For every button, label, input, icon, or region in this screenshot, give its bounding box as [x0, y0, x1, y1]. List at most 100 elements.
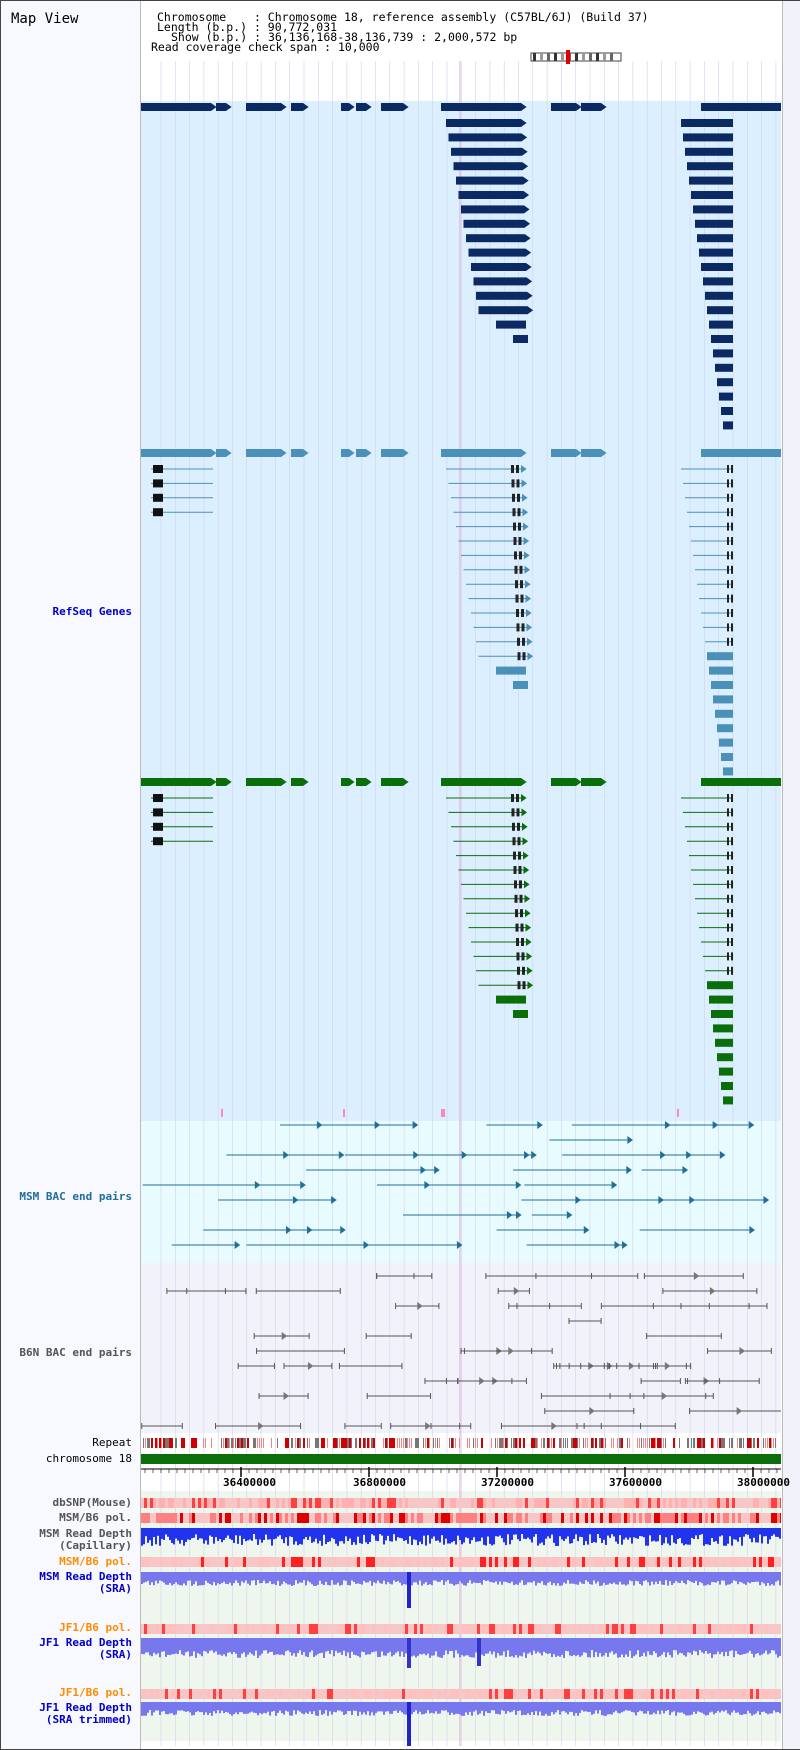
jf1-depth-trimmed-bar — [523, 1702, 525, 1715]
jf1-depth-trimmed-bar — [761, 1702, 763, 1713]
msm-depth-sra-bar — [373, 1572, 375, 1583]
dbsnp-heat — [216, 1498, 219, 1508]
msm-depth-sra-bar — [735, 1572, 737, 1582]
refseq-green-gene-exon — [727, 909, 729, 918]
msm-depth-capillary-bar — [427, 1528, 429, 1536]
jf1-depth-trimmed-bar — [347, 1702, 349, 1711]
msm-b6-pol-heat — [537, 1513, 540, 1523]
jf1-depth-trimmed-bar — [405, 1702, 407, 1715]
msm-depth-capillary-bar — [185, 1528, 187, 1542]
refseq-dark-gene — [723, 421, 733, 430]
jf1-depth-sra-bar — [267, 1638, 269, 1654]
refseq-dark-gene — [689, 176, 733, 185]
msm-b6-pol-heat — [306, 1513, 309, 1523]
jf1-b6-pol-label[interactable]: JF1/B6 pol. — [59, 1621, 132, 1634]
repeat-mark — [159, 1438, 161, 1448]
dbsnp-heat — [246, 1498, 249, 1508]
jf1-depth-sra-bar — [657, 1638, 659, 1658]
msm-b6-pol-2-heat — [750, 1557, 753, 1567]
genome-track-panel[interactable] — [141, 1, 781, 1749]
jf1-depth-sra-label[interactable]: JF1 Read Depth (SRA) — [39, 1636, 132, 1661]
msm-depth-capillary-bar — [399, 1528, 401, 1538]
dbsnp-heat — [153, 1498, 156, 1508]
msm-depth-capillary-bar — [691, 1528, 693, 1538]
msm-depth-capillary-bar — [743, 1528, 745, 1537]
jf1-depth-sra-peak — [477, 1638, 481, 1666]
jf1-b6-pol-heat — [213, 1624, 216, 1634]
msm-depth-sra-label[interactable]: MSM Read Depth (SRA) — [39, 1570, 132, 1595]
ideogram-band — [554, 53, 557, 61]
jf1-depth-sra-bar — [379, 1638, 381, 1657]
msm-b6-pol-heat — [183, 1513, 186, 1523]
jf1-b6-pol-heat — [543, 1624, 546, 1634]
jf1-b6-pol-2-label[interactable]: JF1/B6 pol. — [59, 1686, 132, 1699]
msm-b6-pol-label[interactable]: MSM/B6 pol. — [59, 1511, 132, 1524]
jf1-depth-sra-bar — [385, 1638, 387, 1656]
repeat-mark — [287, 1438, 289, 1448]
b6n-bac-label[interactable]: B6N BAC end pairs — [19, 1346, 132, 1359]
msm-depth-capillary-bar — [689, 1528, 691, 1545]
refseq-genes-label[interactable]: RefSeq Genes — [52, 605, 132, 618]
jf1-depth-trimmed-bar — [161, 1702, 163, 1712]
jf1-b6-pol-heat — [357, 1624, 360, 1634]
jf1-depth-trimmed-label[interactable]: JF1 Read Depth (SRA trimmed) — [39, 1701, 132, 1726]
refseq-green-gene-exon — [727, 866, 729, 874]
msm-depth-capillary-bar — [243, 1528, 245, 1539]
dbsnp-heat — [486, 1498, 489, 1508]
jf1-depth-trimmed-bar — [219, 1702, 221, 1714]
dbsnp-heat — [636, 1498, 639, 1508]
dbsnp-label[interactable]: dbSNP(Mouse) — [52, 1496, 132, 1509]
repeat-mark — [285, 1438, 287, 1448]
refseq-dark-gene — [453, 162, 523, 171]
msm-b6-pol-heat — [147, 1513, 150, 1523]
jf1-b6-pol-heat — [171, 1624, 174, 1634]
jf1-b6-pol-2-heat — [324, 1689, 327, 1699]
jf1-depth-trimmed-bar — [569, 1702, 571, 1712]
msm-b6-pol-2-heat — [636, 1557, 639, 1567]
jf1-depth-trimmed-bar — [171, 1702, 173, 1714]
msm-depth-sra-bar — [663, 1572, 665, 1585]
msm-depth-capillary-bar — [491, 1528, 493, 1546]
genome-tracks-svg[interactable] — [141, 1, 781, 1749]
jf1-b6-pol-heat — [168, 1624, 171, 1634]
msm-depth-sra-bar — [669, 1572, 671, 1582]
msm-b6-pol-2-heat — [723, 1557, 726, 1567]
jf1-depth-trimmed-bar — [413, 1702, 415, 1713]
jf1-depth-sra-bar — [557, 1638, 559, 1656]
jf1-b6-pol-heat — [717, 1624, 720, 1634]
msm-depth-sra-bar — [181, 1572, 183, 1586]
repeat-mark — [385, 1438, 387, 1448]
jf1-depth-trimmed-bar — [281, 1702, 283, 1714]
dbsnp-heat — [171, 1498, 174, 1508]
jf1-b6-pol-heat — [588, 1624, 591, 1634]
msm-b6-pol-heat — [177, 1513, 180, 1523]
msm-depth-sra-bar — [741, 1572, 743, 1583]
dbsnp-heat — [654, 1498, 657, 1508]
msm-b6-pol-2-label[interactable]: MSM/B6 pol. — [59, 1555, 132, 1568]
refseq-dark-gene-arrow — [524, 205, 530, 214]
msm-bac-end — [566, 1211, 573, 1219]
repeat-mark — [233, 1438, 234, 1448]
msm-b6-pol-heat — [498, 1513, 501, 1523]
dbsnp-heat — [480, 1498, 483, 1508]
jf1-depth-trimmed-bar — [589, 1702, 591, 1712]
msm-bac-label[interactable]: MSM BAC end pairs — [19, 1190, 132, 1203]
jf1-b6-pol-2-heat — [780, 1689, 781, 1699]
jf1-depth-sra-bar — [329, 1638, 331, 1655]
msm-b6-pol-2-heat — [510, 1557, 513, 1567]
jf1-depth-trimmed-bar — [609, 1702, 611, 1715]
msm-depth-capillary-bar — [603, 1528, 605, 1540]
jf1-depth-trimmed-bar — [563, 1702, 565, 1712]
jf1-b6-pol-2-heat — [372, 1689, 375, 1699]
msm-depth-sra-bar — [763, 1572, 765, 1584]
refseq-green-gene-exon — [514, 880, 517, 889]
refseq-dark-gene — [683, 133, 733, 142]
refseq-mid-gene-arrow — [523, 522, 529, 531]
dbsnp-heat — [294, 1498, 297, 1508]
dbsnp-heat — [528, 1498, 531, 1508]
jf1-depth-sra-bar — [667, 1638, 669, 1653]
msm-depth-capillary-bar — [205, 1528, 207, 1541]
msm-depth-capillary-label[interactable]: MSM Read Depth (Capillary) — [39, 1527, 132, 1552]
refseq-green-gene-exon — [727, 880, 729, 889]
msm-b6-pol-2-heat — [420, 1557, 423, 1567]
